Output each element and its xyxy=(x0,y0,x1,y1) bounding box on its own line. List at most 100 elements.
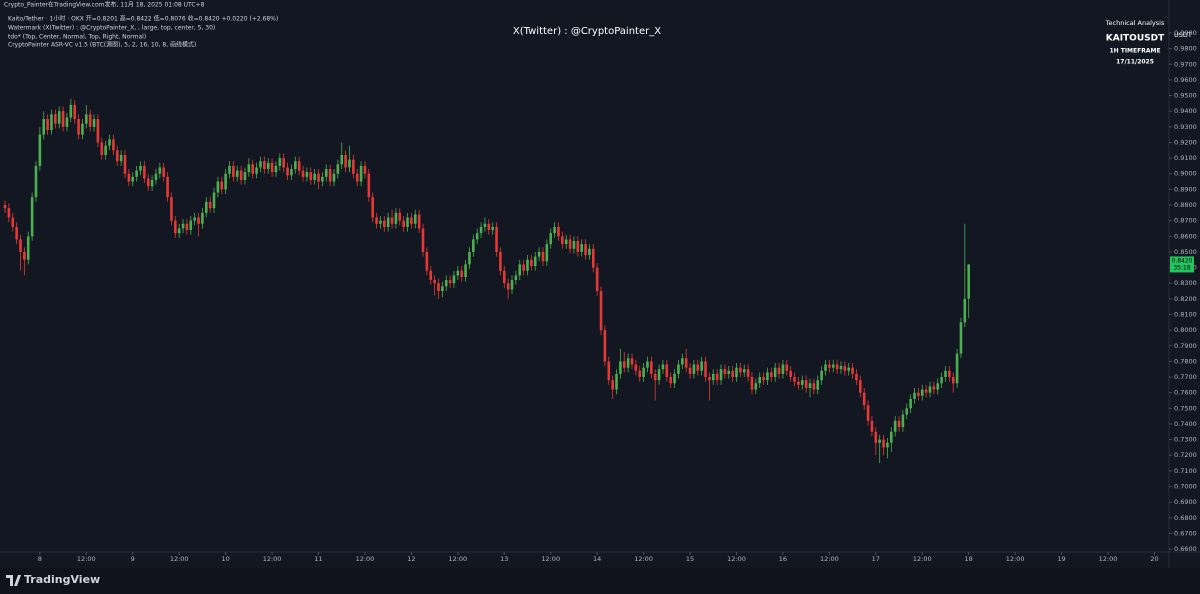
legend-line: Watermark (X(Twitter) : @CryptoPainter_X… xyxy=(8,25,215,32)
candle-body xyxy=(746,369,750,378)
price-tag xyxy=(1170,256,1194,273)
candle-body xyxy=(54,114,57,124)
candle-body xyxy=(770,372,773,378)
y-tick-label: 0.9200 xyxy=(1174,138,1197,146)
candle-body xyxy=(634,364,638,371)
x-tick-label: 20 xyxy=(1150,555,1158,563)
candle-body xyxy=(7,208,11,218)
candle-body xyxy=(444,280,448,287)
y-tick-label: 0.9600 xyxy=(1174,76,1197,84)
candle-body xyxy=(847,367,851,371)
candle-body xyxy=(650,361,653,374)
candle-body xyxy=(561,236,564,245)
candle-body xyxy=(870,420,874,432)
candle-body xyxy=(50,114,53,130)
candle-body xyxy=(235,170,239,177)
candle-body xyxy=(619,361,622,374)
info-date: 17/11/2025 xyxy=(1116,59,1154,66)
candle-body xyxy=(146,178,150,187)
x-tick-label: 12 xyxy=(407,555,415,563)
candle-body xyxy=(143,165,146,179)
candle-body xyxy=(944,370,947,378)
candle-body xyxy=(499,251,502,271)
candle-body xyxy=(398,212,402,221)
x-tick-label: 8 xyxy=(38,555,42,563)
candle-body xyxy=(317,173,320,182)
candle-body xyxy=(603,330,607,362)
candle-body xyxy=(344,154,347,168)
candle-body xyxy=(889,431,893,443)
candle-body xyxy=(386,217,390,227)
candle-body xyxy=(642,367,645,378)
candle-body xyxy=(413,214,417,224)
candle-body xyxy=(65,117,69,127)
candle-body xyxy=(820,370,823,381)
candle-body xyxy=(797,381,800,385)
candle-body xyxy=(766,372,769,381)
candle-body xyxy=(274,165,278,173)
candle-body xyxy=(88,114,92,127)
candle-body xyxy=(201,212,204,224)
candle-body xyxy=(359,165,363,182)
candle-body xyxy=(421,228,425,252)
candle-body xyxy=(773,367,777,378)
candle-body xyxy=(313,173,316,180)
candle-body xyxy=(135,170,138,177)
candle-body xyxy=(518,264,522,276)
candle-body xyxy=(460,270,464,277)
candle-body xyxy=(174,220,177,234)
candle-body xyxy=(293,161,297,170)
x-tick-label: 12:00 xyxy=(1099,555,1118,563)
candle-body xyxy=(661,364,665,370)
x-tick-label: 14 xyxy=(593,555,601,563)
candle-body xyxy=(688,367,692,374)
candle-body xyxy=(502,270,506,284)
logo-icon xyxy=(6,575,21,586)
candle-body xyxy=(259,161,262,168)
y-tick-label: 0.8800 xyxy=(1174,201,1197,209)
candle-body xyxy=(243,172,247,180)
candle-body xyxy=(487,223,491,231)
candle-body xyxy=(711,373,715,381)
candle-body xyxy=(750,377,754,390)
candle-body xyxy=(831,364,835,368)
candle-body xyxy=(700,361,703,371)
candle-body xyxy=(909,398,912,409)
candle-body xyxy=(491,226,494,231)
x-tick-label: 12:00 xyxy=(727,555,746,563)
candle-body xyxy=(859,380,862,393)
candle-body xyxy=(951,377,955,384)
y-tick-label: 0.8600 xyxy=(1174,232,1197,240)
candle-body xyxy=(913,392,916,399)
y-tick-label: 0.7500 xyxy=(1174,404,1197,412)
publisher: Crypto_Painter在TradingView.com发布, 11月 18… xyxy=(4,1,205,9)
candle-body xyxy=(843,366,847,371)
candle-body xyxy=(874,431,878,443)
candle-body xyxy=(437,283,440,292)
candle-body xyxy=(119,154,123,162)
candle-body xyxy=(677,364,680,374)
candle-body xyxy=(208,201,212,209)
y-tick-label: 0.9000 xyxy=(1174,170,1197,178)
candle-body xyxy=(816,380,820,390)
candle-body xyxy=(572,240,576,249)
candle-body xyxy=(681,358,684,365)
candle-body xyxy=(723,369,727,374)
candle-body xyxy=(127,173,131,182)
candle-body xyxy=(100,142,104,155)
candle-body xyxy=(96,119,100,143)
candle-body xyxy=(456,270,460,276)
candle-body xyxy=(247,164,251,173)
candle-body xyxy=(928,386,932,393)
candle-body xyxy=(139,165,142,171)
candle-body xyxy=(739,367,742,373)
candle-body xyxy=(897,420,901,428)
candle-body xyxy=(181,223,185,229)
candle-body xyxy=(886,442,889,448)
candle-body xyxy=(441,286,444,292)
x-tick-label: 12:00 xyxy=(541,555,560,563)
candle-body xyxy=(866,405,870,421)
candle-body xyxy=(967,264,970,299)
y-tick-label: 0.6600 xyxy=(1174,545,1197,553)
info-timeframe: 1H TIMEFRAME xyxy=(1109,48,1160,55)
